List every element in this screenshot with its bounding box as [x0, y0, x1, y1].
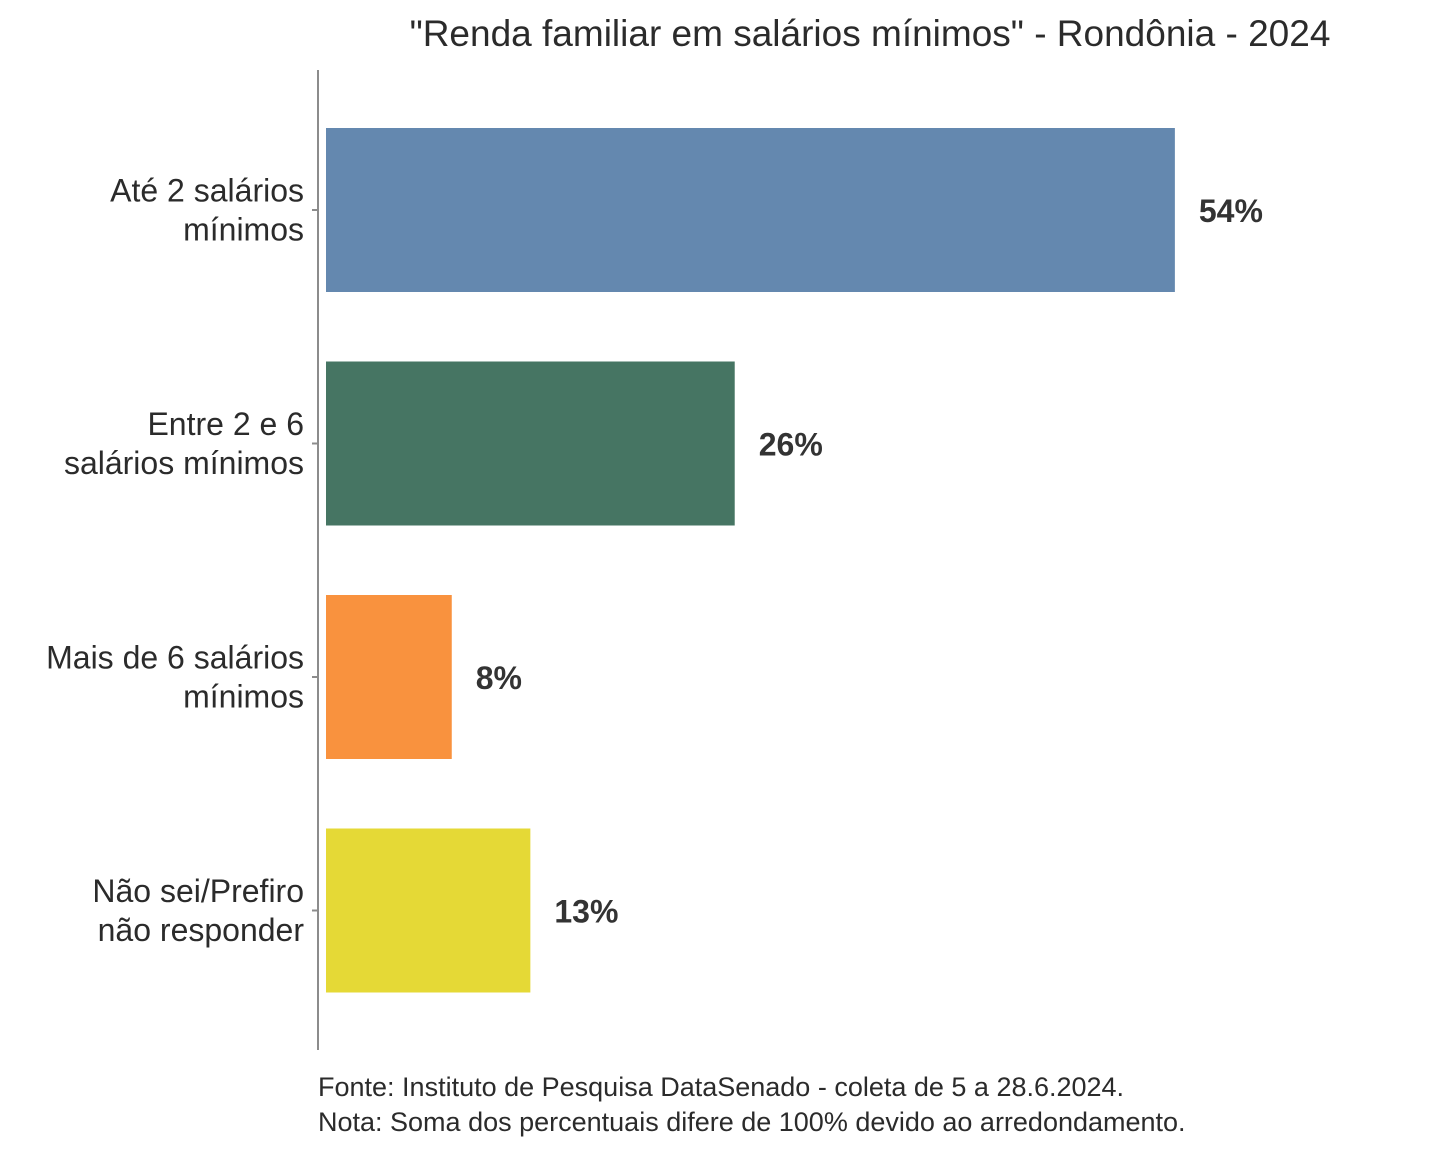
value-label-4: 13% — [554, 894, 618, 930]
bar-4 — [326, 828, 531, 993]
bars-group — [312, 128, 1175, 993]
category-labels-group: Até 2 salários mínimos Entre 2 e 6 salários… — [46, 173, 304, 949]
bar-2 — [326, 361, 735, 526]
value-label-1: 54% — [1199, 193, 1263, 229]
value-labels-group: 54% 26% 8% 13% — [476, 193, 1263, 930]
category-label-1: Até 2 salários mínimos — [110, 173, 304, 248]
category-label-4: Não sei/Prefiro não responder — [92, 873, 304, 948]
value-label-3: 8% — [476, 660, 522, 696]
chart-title: "Renda familiar em salários mínimos" - R… — [410, 13, 1331, 54]
category-label-3: Mais de 6 salários mínimos — [46, 640, 304, 715]
category-label-2: Entre 2 e 6 salários mínimos — [64, 406, 304, 481]
bar-1 — [326, 128, 1175, 292]
value-label-2: 26% — [759, 427, 823, 463]
rounding-note: Nota: Soma dos percentuais difere de 100… — [318, 1107, 1186, 1137]
bar-3 — [326, 595, 452, 759]
source-note: Fonte: Instituto de Pesquisa DataSenado … — [318, 1072, 1124, 1102]
